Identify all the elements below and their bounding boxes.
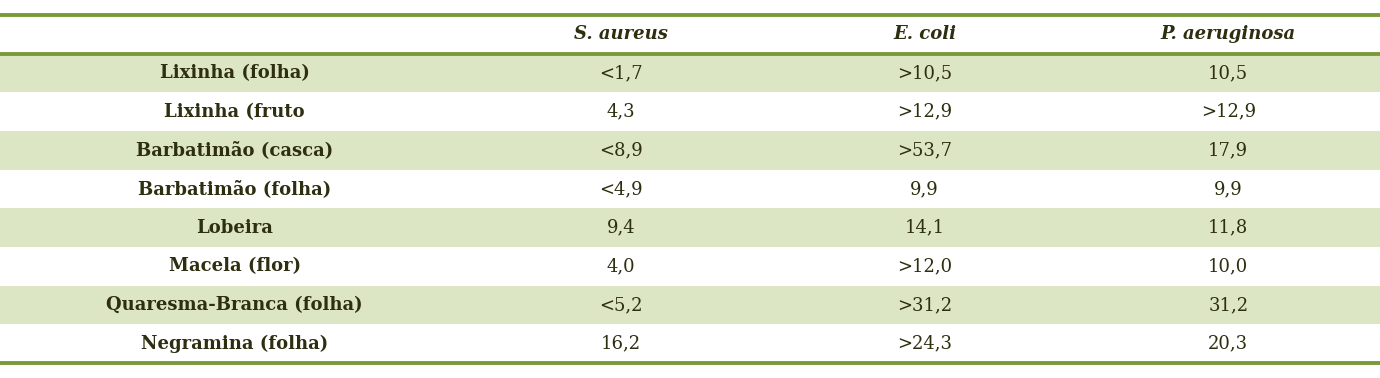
Text: 10,0: 10,0	[1208, 257, 1249, 275]
Text: 4,3: 4,3	[607, 103, 635, 121]
Text: <5,2: <5,2	[599, 296, 643, 314]
Bar	[0, 54, 1380, 92]
Text: >31,2: >31,2	[897, 296, 952, 314]
Text: 11,8: 11,8	[1208, 218, 1249, 237]
Text: Barbatimão (casca): Barbatimão (casca)	[137, 141, 333, 160]
Text: Barbatimão (folha): Barbatimão (folha)	[138, 180, 331, 198]
Text: <8,9: <8,9	[599, 141, 643, 160]
Text: Lixinha (fruto: Lixinha (fruto	[164, 103, 305, 121]
Text: 31,2: 31,2	[1208, 296, 1249, 314]
Text: S. aureus: S. aureus	[574, 25, 668, 43]
Text: 9,4: 9,4	[607, 218, 635, 237]
Text: 16,2: 16,2	[600, 335, 642, 353]
Text: >53,7: >53,7	[897, 141, 952, 160]
Text: >24,3: >24,3	[897, 335, 952, 353]
Text: P. aeruginosa: P. aeruginosa	[1161, 25, 1296, 43]
Text: 14,1: 14,1	[904, 218, 945, 237]
Bar	[0, 324, 1380, 363]
Text: >12,0: >12,0	[897, 257, 952, 275]
Bar	[0, 15, 1380, 54]
Text: >12,9: >12,9	[897, 103, 952, 121]
Bar	[0, 92, 1380, 131]
Text: Macela (flor): Macela (flor)	[168, 257, 301, 275]
Text: Quaresma-Branca (folha): Quaresma-Branca (folha)	[106, 296, 363, 314]
Bar	[0, 286, 1380, 324]
Bar	[0, 131, 1380, 170]
Text: Lobeira: Lobeira	[196, 218, 273, 237]
Bar	[0, 170, 1380, 208]
Text: >12,9: >12,9	[1201, 103, 1256, 121]
Text: Lixinha (folha): Lixinha (folha)	[160, 64, 309, 82]
Text: 20,3: 20,3	[1208, 335, 1249, 353]
Text: 17,9: 17,9	[1208, 141, 1249, 160]
Text: >10,5: >10,5	[897, 64, 952, 82]
Text: <1,7: <1,7	[599, 64, 643, 82]
Text: 9,9: 9,9	[1214, 180, 1242, 198]
Bar	[0, 247, 1380, 286]
Text: E. coli: E. coli	[893, 25, 956, 43]
Text: 9,9: 9,9	[911, 180, 938, 198]
Text: Negramina (folha): Negramina (folha)	[141, 335, 328, 353]
Text: <4,9: <4,9	[599, 180, 643, 198]
Text: 10,5: 10,5	[1208, 64, 1249, 82]
Bar	[0, 208, 1380, 247]
Text: 4,0: 4,0	[607, 257, 635, 275]
